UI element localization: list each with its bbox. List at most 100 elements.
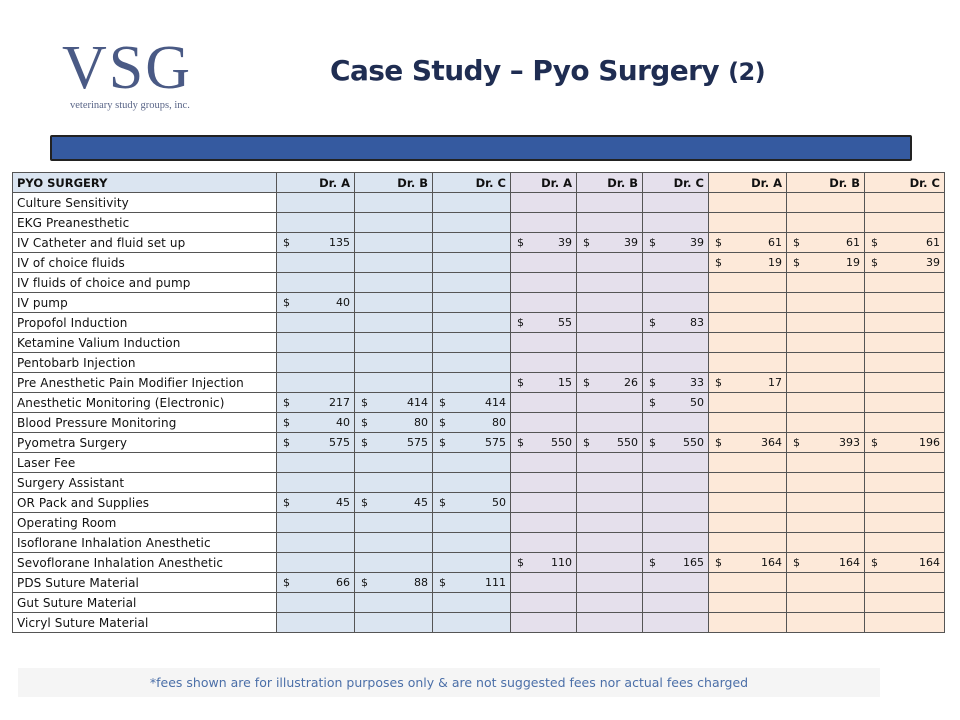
fee-amount: $393 <box>791 436 860 449</box>
fee-cell <box>432 532 511 553</box>
fee-cell <box>510 612 577 633</box>
fee-cell <box>576 612 643 633</box>
fee-value: 15 <box>558 376 572 389</box>
fee-cell: $575 <box>276 432 355 453</box>
currency-symbol: $ <box>439 576 446 589</box>
fee-cell <box>354 452 433 473</box>
fee-amount: $135 <box>281 236 350 249</box>
currency-symbol: $ <box>361 416 368 429</box>
fee-cell <box>354 352 433 373</box>
fee-cell <box>708 612 787 633</box>
fee-cell <box>864 292 945 313</box>
fee-cell <box>432 312 511 333</box>
fee-cell <box>276 472 355 493</box>
fee-cell: $80 <box>354 412 433 433</box>
fee-value: 83 <box>690 316 704 329</box>
fee-cell <box>576 192 643 213</box>
fee-cell <box>864 352 945 373</box>
fee-cell: $39 <box>510 232 577 253</box>
fee-amount: $61 <box>869 236 940 249</box>
fee-cell: $575 <box>354 432 433 453</box>
fee-cell: $164 <box>786 552 865 573</box>
fee-cell: $15 <box>510 372 577 393</box>
fee-cell <box>276 352 355 373</box>
fee-cell: $196 <box>864 432 945 453</box>
fee-amount: $550 <box>515 436 572 449</box>
table-row: Operating Room <box>12 512 945 533</box>
currency-symbol: $ <box>283 496 290 509</box>
procedure-label: Sevoflorane Inhalation Anesthetic <box>12 552 277 573</box>
fee-cell <box>864 272 945 293</box>
fee-cell <box>354 272 433 293</box>
fee-amount: $33 <box>647 376 704 389</box>
procedure-label: Culture Sensitivity <box>12 192 277 213</box>
fee-cell: $111 <box>432 572 511 593</box>
procedure-label: EKG Preanesthetic <box>12 212 277 233</box>
currency-symbol: $ <box>517 236 524 249</box>
fee-value: 575 <box>407 436 428 449</box>
fee-cell <box>786 572 865 593</box>
fee-cell <box>276 612 355 633</box>
currency-symbol: $ <box>361 436 368 449</box>
currency-symbol: $ <box>649 376 656 389</box>
fee-cell <box>354 332 433 353</box>
fee-value: 19 <box>768 256 782 269</box>
fee-cell <box>276 452 355 473</box>
fee-cell <box>432 592 511 613</box>
fee-amount: $80 <box>359 416 428 429</box>
fee-value: 110 <box>551 556 572 569</box>
fee-amount: $110 <box>515 556 572 569</box>
page-title-suffix: (2) <box>728 58 766 86</box>
fee-cell <box>708 352 787 373</box>
fee-value: 217 <box>329 396 350 409</box>
fee-amount: $61 <box>713 236 782 249</box>
fee-cell <box>708 512 787 533</box>
fee-cell <box>276 312 355 333</box>
header-bar <box>50 135 912 161</box>
table-row: Sevoflorane Inhalation Anesthetic $110 $16… <box>12 552 945 573</box>
fee-value: 61 <box>926 236 940 249</box>
fee-cell <box>864 612 945 633</box>
column-header: Dr. C <box>432 172 511 193</box>
page-title-main: Case Study – Pyo Surgery <box>330 54 720 87</box>
fee-value: 575 <box>485 436 506 449</box>
fee-amount: $364 <box>713 436 782 449</box>
fee-cell <box>642 592 709 613</box>
fee-cell <box>708 212 787 233</box>
procedure-label: IV fluids of choice and pump <box>12 272 277 293</box>
fee-cell <box>642 352 709 373</box>
procedure-label: Pentobarb Injection <box>12 352 277 373</box>
column-header: Dr. A <box>708 172 787 193</box>
fee-cell: $40 <box>276 412 355 433</box>
fee-cell <box>354 252 433 273</box>
fee-cell <box>786 392 865 413</box>
fee-amount: $165 <box>647 556 704 569</box>
fee-cell <box>354 372 433 393</box>
fee-cell <box>786 592 865 613</box>
fee-cell <box>708 192 787 213</box>
fee-cell <box>642 272 709 293</box>
currency-symbol: $ <box>649 556 656 569</box>
fee-cell <box>354 592 433 613</box>
procedure-label: Pyometra Surgery <box>12 432 277 453</box>
fee-value: 575 <box>329 436 350 449</box>
fee-amount: $550 <box>647 436 704 449</box>
fee-cell <box>786 212 865 233</box>
procedure-label: Operating Room <box>12 512 277 533</box>
fee-cell: $165 <box>642 552 709 573</box>
fee-cell <box>576 272 643 293</box>
fee-value: 39 <box>926 256 940 269</box>
currency-symbol: $ <box>793 236 800 249</box>
fee-cell <box>354 472 433 493</box>
fee-cell <box>576 312 643 333</box>
fee-value: 364 <box>761 436 782 449</box>
fee-value: 26 <box>624 376 638 389</box>
fee-cell: $550 <box>510 432 577 453</box>
fee-amount: $111 <box>437 576 506 589</box>
procedure-label: Ketamine Valium Induction <box>12 332 277 353</box>
fee-cell <box>576 572 643 593</box>
fee-cell <box>576 292 643 313</box>
procedure-label: Anesthetic Monitoring (Electronic) <box>12 392 277 413</box>
fee-amount: $80 <box>437 416 506 429</box>
fee-cell: $217 <box>276 392 355 413</box>
